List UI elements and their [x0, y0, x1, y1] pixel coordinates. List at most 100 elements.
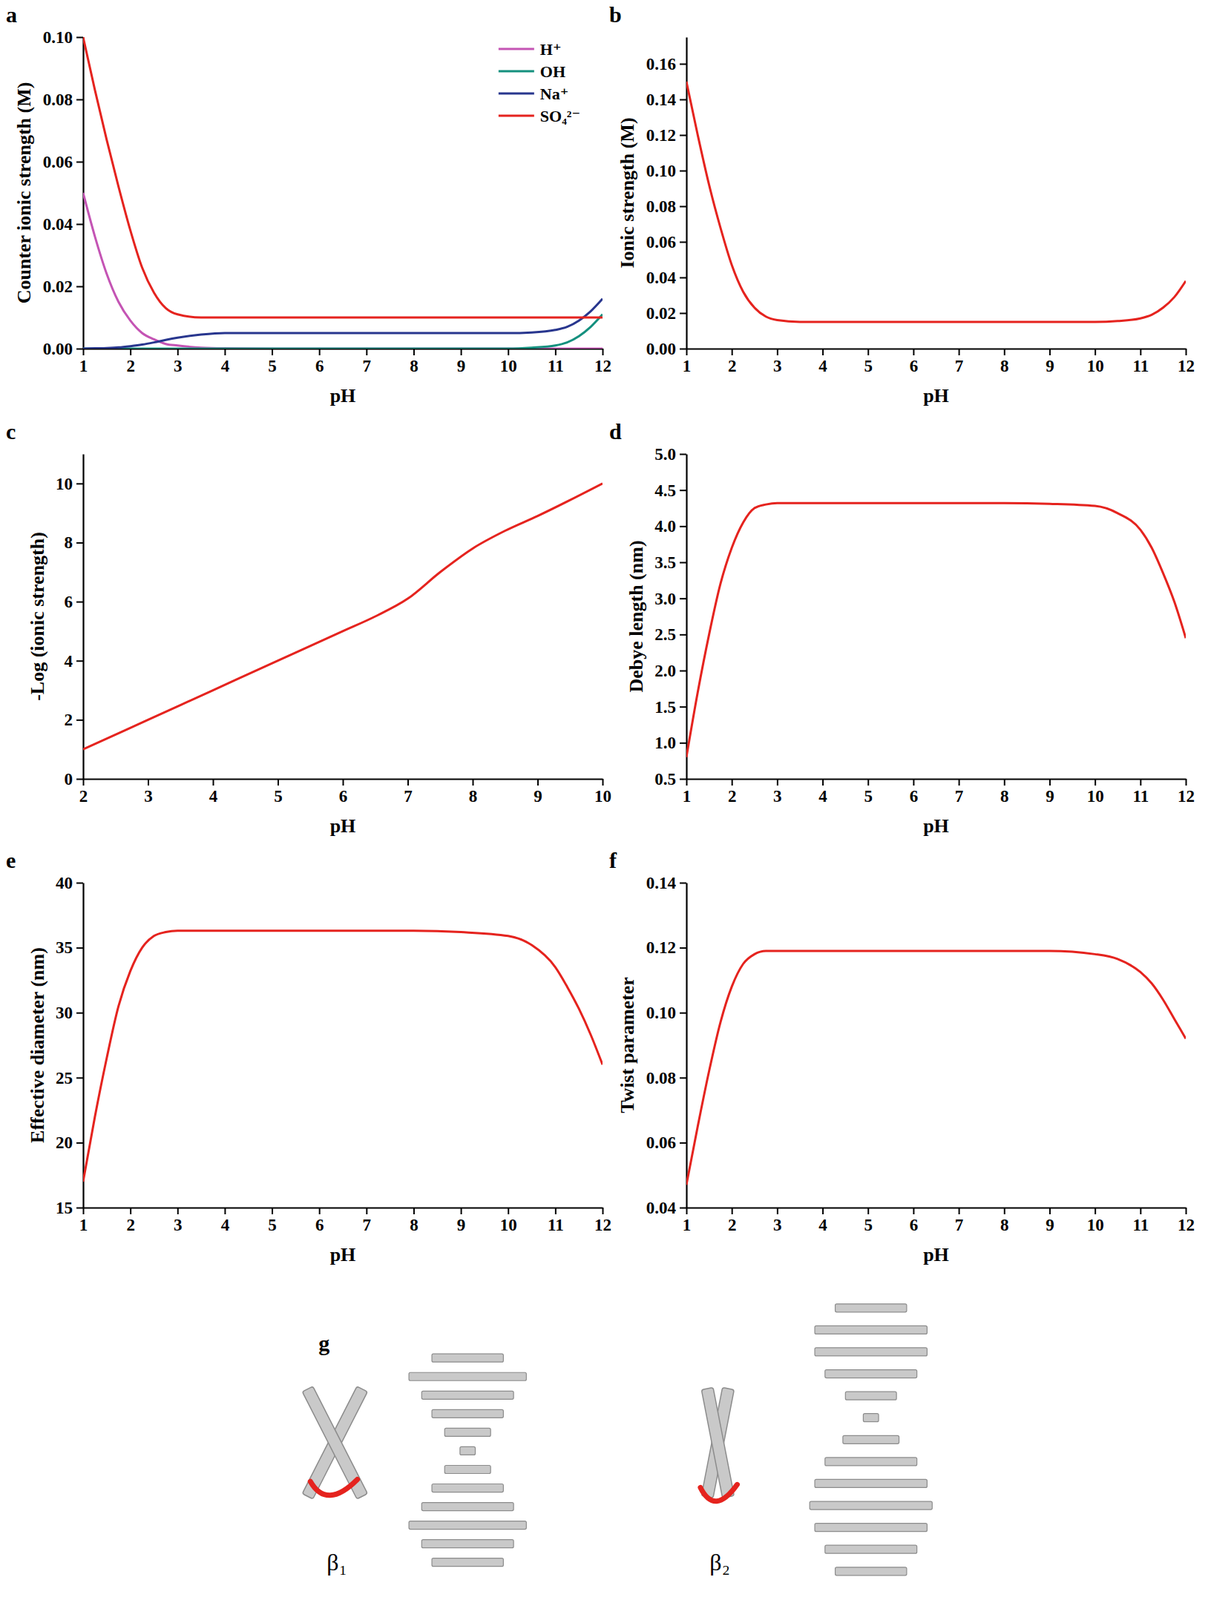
- y-axis-title: Counter ionic strength (M): [13, 82, 35, 305]
- x-tick: 11: [1132, 779, 1149, 806]
- x-tick: 9: [457, 1208, 466, 1235]
- y-tick: 5.0: [654, 445, 687, 464]
- x-axis-title: pH: [330, 1244, 357, 1266]
- stack-layer: [862, 1414, 879, 1423]
- series-line: [83, 299, 603, 349]
- x-tick: 8: [1000, 348, 1010, 376]
- y-tick-mark: [76, 719, 84, 722]
- y-tick: 0: [64, 770, 84, 789]
- y-tick-mark: [679, 277, 687, 280]
- x-axis-title: pH: [330, 385, 357, 407]
- x-tick-mark: [1003, 779, 1006, 786]
- y-tick-label: 4.5: [654, 481, 676, 501]
- stack-layer: [421, 1391, 514, 1400]
- y-axis: 0.000.020.040.060.080.10: [43, 28, 84, 359]
- y-tick-label: 30: [55, 1003, 73, 1023]
- panel: 123456789101112152025303540pHEffective d…: [5, 848, 612, 1266]
- x-tick-mark: [555, 348, 557, 356]
- y-tick-mark: [679, 170, 687, 173]
- x-tick: 6: [909, 348, 919, 376]
- y-tick-label: 0.02: [43, 277, 73, 297]
- x-tick-label: 4: [818, 1216, 828, 1235]
- y-tick: 25: [55, 1069, 84, 1088]
- x-tick: 3: [773, 348, 783, 376]
- y-tick: 10: [55, 474, 84, 494]
- panel-letter: g: [318, 1331, 330, 1356]
- y-tick-mark: [679, 1012, 687, 1015]
- y-tick-mark: [679, 63, 687, 66]
- y-tick: 1.5: [654, 698, 687, 717]
- y-axis-title: Ionic strength (M): [616, 117, 639, 268]
- y-tick: 2.0: [654, 661, 687, 681]
- x-tick: 8: [409, 1208, 419, 1235]
- x-tick-mark: [129, 1208, 132, 1215]
- y-tick-label: 1.0: [654, 733, 676, 753]
- x-tick: 5: [863, 348, 873, 376]
- y-tick-mark: [76, 37, 84, 39]
- x-tick-label: 12: [1177, 787, 1195, 806]
- panel-letter: b: [609, 2, 622, 27]
- y-tick: 4.0: [654, 517, 687, 536]
- y-tick: 0.02: [43, 277, 84, 297]
- x-tick-mark: [602, 1208, 605, 1215]
- x-tick-label: 2: [727, 1216, 737, 1235]
- y-tick-label: 4: [64, 652, 74, 671]
- y-tick-label: 6: [64, 592, 74, 612]
- x-tick-label: 7: [954, 787, 964, 806]
- x-tick-label: 10: [1087, 787, 1105, 806]
- x-axis-line: [687, 348, 1187, 350]
- x-tick-mark: [1094, 1208, 1096, 1215]
- y-tick-label: 0: [64, 770, 74, 789]
- x-tick: 11: [1132, 348, 1149, 376]
- y-tick-label: 0.16: [646, 54, 676, 74]
- x-tick-label: 11: [1132, 1216, 1149, 1235]
- y-tick: 0.14: [646, 874, 687, 893]
- x-tick: 2: [79, 779, 89, 806]
- x-tick-mark: [1003, 348, 1006, 356]
- x-tick: 5: [267, 1208, 277, 1235]
- x-tick: 10: [500, 1208, 518, 1235]
- x-tick-label: 4: [221, 356, 231, 376]
- y-tick-mark: [679, 779, 687, 781]
- stack-layer: [460, 1446, 476, 1456]
- y-tick-label: 0.08: [646, 1069, 676, 1088]
- x-tick: 6: [909, 779, 919, 806]
- legend-label: SO₄²⁻: [540, 106, 581, 126]
- y-tick-mark: [76, 660, 84, 662]
- x-tick-label: 4: [818, 356, 828, 376]
- x-tick-mark: [555, 1208, 557, 1215]
- y-tick: 2.5: [654, 625, 687, 645]
- y-tick: 4: [64, 652, 84, 671]
- y-tick: 0.12: [646, 938, 687, 958]
- stack-layer: [431, 1354, 504, 1363]
- x-tick: 12: [594, 1208, 612, 1235]
- y-tick-mark: [76, 947, 84, 950]
- y-tick-mark: [76, 542, 84, 544]
- x-tick-label: 12: [594, 1216, 612, 1235]
- y-tick-mark: [76, 1142, 84, 1145]
- plot-area: [686, 951, 1186, 1186]
- x-tick: 10: [1087, 779, 1105, 806]
- x-tick: 11: [547, 1208, 564, 1235]
- x-tick: 12: [1177, 779, 1195, 806]
- y-axis-title: -Log (ionic strength): [26, 532, 49, 702]
- x-tick-label: 7: [954, 1216, 964, 1235]
- x-axis-line: [687, 1207, 1187, 1209]
- x-tick-label: 6: [909, 787, 919, 806]
- y-tick-mark: [76, 1208, 84, 1210]
- x-tick-label: 10: [594, 787, 612, 806]
- y-tick: 0.16: [646, 54, 687, 74]
- x-tick-label: 11: [1132, 356, 1149, 376]
- x-tick: 12: [1177, 1208, 1195, 1235]
- x-tick-label: 8: [1000, 1216, 1010, 1235]
- x-tick-label: 8: [409, 1216, 419, 1235]
- x-tick-label: 2: [126, 356, 136, 376]
- x-tick: 9: [1045, 779, 1055, 806]
- y-tick: 0.5: [654, 770, 687, 789]
- y-tick-mark: [76, 1012, 84, 1015]
- y-tick-label: 0.04: [646, 1199, 677, 1218]
- stack-layer: [814, 1326, 927, 1335]
- y-tick-mark: [679, 489, 687, 492]
- x-tick-label: 9: [533, 787, 543, 806]
- x-tick-label: 12: [1177, 356, 1195, 376]
